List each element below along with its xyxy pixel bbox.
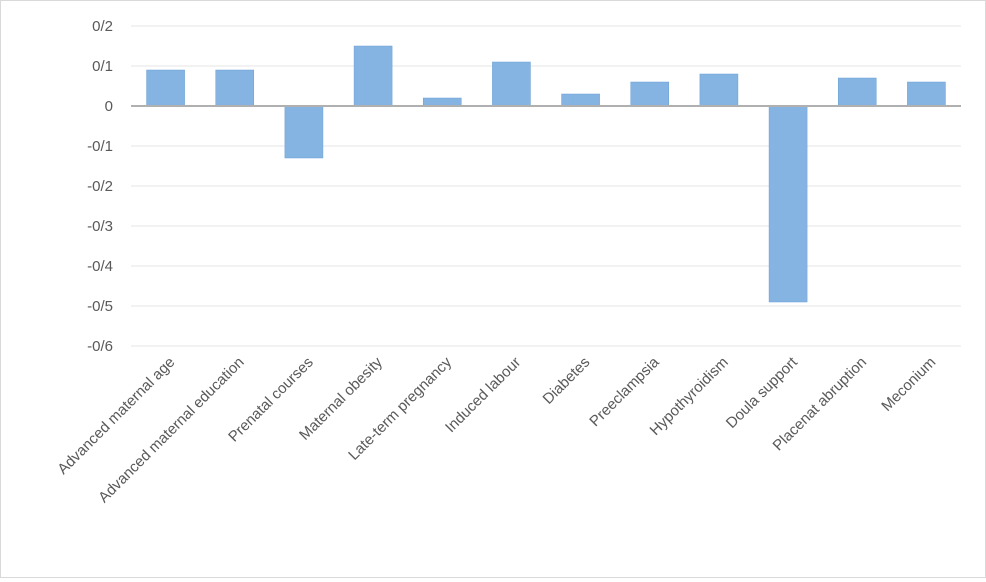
bar [215, 69, 255, 107]
x-category-label: Meconium [878, 354, 939, 415]
y-tick-label: -0/5 [87, 298, 113, 315]
gridlines [131, 25, 961, 347]
y-tick-label: 0/1 [92, 58, 113, 75]
y-tick-label: -0/4 [87, 258, 113, 275]
bars [146, 45, 946, 303]
y-tick-label: -0/3 [87, 218, 113, 235]
y-tick-label: 0 [105, 98, 113, 115]
bar [422, 97, 462, 107]
y-tick-label: -0/1 [87, 138, 113, 155]
bar [907, 81, 946, 107]
bar [837, 77, 877, 107]
bar [768, 105, 808, 303]
bar [284, 105, 324, 159]
y-axis-tick-labels: 0/2 0/1 0 -0/1 -0/2 -0/3 -0/4 -0/5 -0/6 [87, 18, 113, 355]
y-tick-label: 0/2 [92, 18, 113, 35]
x-category-label: Doula support [723, 353, 802, 432]
x-category-label: Advanced maternal education [95, 354, 247, 506]
bar [353, 45, 393, 107]
y-tick-label: -0/2 [87, 178, 113, 195]
bar [146, 69, 185, 107]
x-category-label: Diabetes [540, 354, 594, 408]
bar [699, 73, 739, 107]
bar [630, 81, 670, 107]
bar [561, 93, 600, 107]
bar [492, 61, 531, 107]
x-category-label: Preeclampsia [586, 353, 663, 430]
x-category-label: Advanced maternal age [54, 354, 178, 478]
y-tick-label: -0/6 [87, 338, 113, 355]
